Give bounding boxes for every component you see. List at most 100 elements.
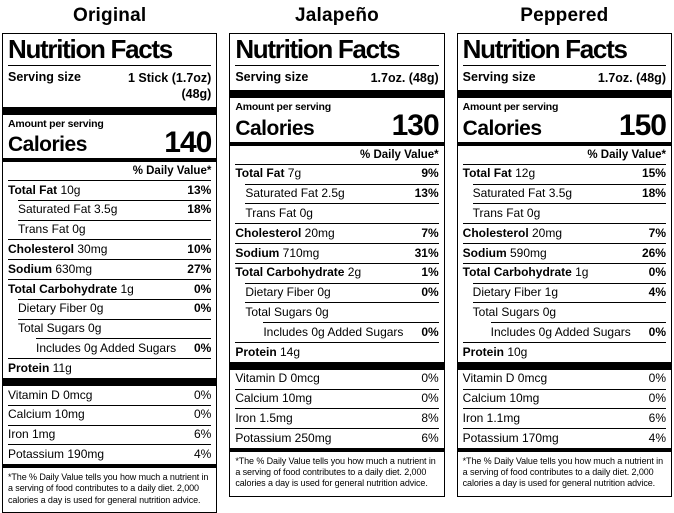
nutrient-name: Protein xyxy=(235,344,277,359)
nutrient-row-trans-fat: Trans Fat 0g xyxy=(18,219,212,240)
serving-size-row: Serving size 1 Stick (1.7oz) (48g) xyxy=(8,66,211,107)
nutrient-amount: 20mg xyxy=(301,225,335,240)
nutrient-percent: 18% xyxy=(187,202,212,217)
nutrient-amount: 7g xyxy=(284,166,302,181)
daily-value-header: % Daily Value* xyxy=(587,148,666,161)
divider-bar-thick xyxy=(457,361,671,370)
nutrient-amount: Trans Fat 0g xyxy=(472,205,541,220)
amount-per-serving-label: Amount per serving xyxy=(8,117,104,130)
calories-label: Calories xyxy=(235,116,315,140)
nutrient-percent: 0% xyxy=(193,340,212,355)
nutrient-row-total-fat: Total Fat 7g 9% xyxy=(235,163,439,184)
nutrient-percent: 0% xyxy=(421,324,439,339)
nutrient-name: Sodium xyxy=(462,245,507,260)
nutrient-amount: 12g xyxy=(511,166,536,181)
nutrition-label: Nutrition Facts Serving size 1.7oz. (48g… xyxy=(456,33,672,497)
nutrient-amount: 2g xyxy=(344,265,362,280)
vitamin-name: Calcium 10mg xyxy=(8,407,85,422)
nutrient-amount: 1g xyxy=(571,265,589,280)
nutrient-row-saturated-fat: Saturated Fat 2.5g 13% xyxy=(245,183,439,204)
nutrient-row-total-carbohydrate: Total Carbohydrate 1g 0% xyxy=(462,262,666,283)
serving-size-value: 1 Stick (1.7oz) (48g) xyxy=(127,71,212,102)
daily-value-footnote: *The % Daily Value tells you how much a … xyxy=(462,455,663,489)
vitamin-name: Calcium 10mg xyxy=(462,391,540,406)
nutrient-amount: 710mg xyxy=(279,245,320,260)
nutrient-percent: 27% xyxy=(187,261,212,276)
nutrient-name: Cholesterol xyxy=(462,225,529,240)
nutrient-percent: 15% xyxy=(641,166,666,181)
divider-bar-medium xyxy=(457,141,671,146)
nutrient-amount: Includes 0g Added Sugars xyxy=(36,340,177,355)
nutrient-row-total-carbohydrate: Total Carbohydrate 1g 0% xyxy=(8,279,212,299)
nutrient-amount: Dietary Fiber 0g xyxy=(18,301,104,316)
vitamin-row-vitamin-d: Vitamin D 0mcg 0% xyxy=(463,370,666,389)
nutrient-row-protein: Protein 10g xyxy=(462,342,666,362)
nutrient-percent: 0% xyxy=(193,281,212,296)
nutrient-row-trans-fat: Trans Fat 0g xyxy=(245,203,439,223)
vitamin-name: Iron 1.5mg xyxy=(235,410,293,425)
nutrient-percent: 13% xyxy=(187,182,212,197)
calories-row: Calories 150 xyxy=(463,111,667,142)
nutrient-row-sodium: Sodium 590mg 26% xyxy=(462,243,666,263)
vitamin-row-iron: Iron 1mg 6% xyxy=(8,424,212,445)
vitamin-row-potassium: Potassium 250mg 6% xyxy=(235,428,439,448)
serving-size-value: 1.7oz. (48g) xyxy=(370,71,439,86)
daily-value-header: % Daily Value* xyxy=(132,165,212,178)
vitamin-percent: 0% xyxy=(648,371,666,386)
vitamin-name: Calcium 10mg xyxy=(235,391,313,406)
nutrition-label: Nutrition Facts Serving size 1.7oz. (48g… xyxy=(229,33,445,497)
divider-bar-thick xyxy=(230,90,444,99)
nutrient-amount: Dietary Fiber 0g xyxy=(245,285,331,300)
vitamin-percent: 6% xyxy=(421,430,439,445)
nutrient-percent: 0% xyxy=(421,285,439,300)
vitamin-row-iron: Iron 1.1mg 6% xyxy=(462,408,666,428)
nutrient-amount: Total Sugars 0g xyxy=(245,304,329,319)
nutrient-amount: Total Sugars 0g xyxy=(472,304,557,319)
nutrient-percent: 10% xyxy=(187,241,212,256)
calories-label: Calories xyxy=(8,133,87,157)
serving-size-label: Serving size xyxy=(8,70,81,85)
serving-size-row: Serving size 1.7oz. (48g) xyxy=(235,66,438,90)
nutrient-row-added-sugars: Includes 0g Added Sugars 0% xyxy=(490,322,666,342)
serving-size-value: 1.7oz. (48g) xyxy=(597,71,666,86)
vitamin-name: Vitamin D 0mcg xyxy=(235,371,320,386)
nutrient-percent: 4% xyxy=(648,285,666,300)
vitamin-percent: 0% xyxy=(193,407,212,422)
nutrient-percent: 1% xyxy=(421,265,439,280)
label-column: Jalapeño Nutrition Facts Serving size 1.… xyxy=(229,0,445,497)
nutrient-amount: Total Sugars 0g xyxy=(18,321,102,336)
serving-size-label: Serving size xyxy=(235,70,309,85)
nutrient-amount: Trans Fat 0g xyxy=(245,205,313,220)
nutrient-row-added-sugars: Includes 0g Added Sugars 0% xyxy=(263,322,439,342)
divider-bar-medium xyxy=(230,141,444,146)
nutrient-row-total-sugars: Total Sugars 0g xyxy=(18,318,212,339)
flavor-title: Peppered xyxy=(520,5,609,26)
vitamin-percent: 6% xyxy=(193,427,212,442)
calories-row: Calories 130 xyxy=(235,111,439,142)
nutrient-row-dietary-fiber: Dietary Fiber 0g 0% xyxy=(18,298,212,319)
nutrient-row-cholesterol: Cholesterol 30mg 10% xyxy=(8,239,212,259)
nutrient-row-protein: Protein 14g xyxy=(235,342,439,362)
nutrient-row-cholesterol: Cholesterol 20mg 7% xyxy=(462,223,666,243)
nutrient-name: Sodium xyxy=(8,261,52,276)
vitamin-name: Potassium 190mg xyxy=(8,446,105,461)
calories-value: 140 xyxy=(164,125,212,159)
divider-bar-medium xyxy=(457,447,671,452)
nutrient-percent: 18% xyxy=(641,186,666,201)
nutrient-percent: 0% xyxy=(648,265,666,280)
nutrient-name: Total Carbohydrate xyxy=(8,281,118,296)
nutrient-row-total-fat: Total Fat 12g 15% xyxy=(462,163,666,184)
nutrient-name: Total Fat xyxy=(235,166,285,181)
nutrient-amount: Includes 0g Added Sugars xyxy=(263,324,404,339)
nutrition-facts-title: Nutrition Facts xyxy=(235,34,439,67)
nutrition-facts-title: Nutrition Facts xyxy=(462,34,666,67)
vitamin-row-potassium: Potassium 190mg 4% xyxy=(8,444,212,464)
nutrition-facts-title: Nutrition Facts xyxy=(8,34,212,67)
nutrient-amount: 14g xyxy=(276,344,301,359)
nutrient-amount: Saturated Fat 2.5g xyxy=(245,186,345,201)
nutrient-amount: 30mg xyxy=(74,241,108,256)
nutrient-percent: 7% xyxy=(648,225,666,240)
nutrient-row-saturated-fat: Saturated Fat 3.5g 18% xyxy=(18,199,212,220)
vitamin-name: Vitamin D 0mcg xyxy=(8,387,93,402)
nutrient-amount: 20mg xyxy=(528,225,563,240)
